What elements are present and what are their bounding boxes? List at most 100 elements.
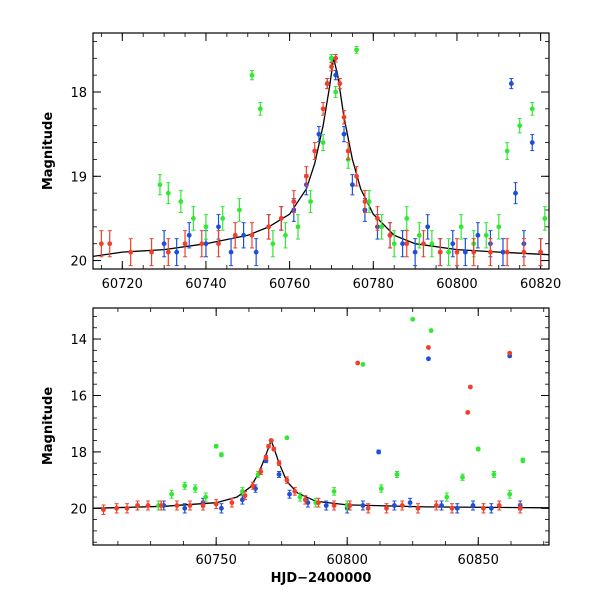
bottom-red-point: [263, 455, 269, 460]
top-blue-point: [462, 249, 468, 255]
top-green-point: [191, 216, 196, 221]
top-blue-point: [203, 241, 209, 247]
top-red-point: [337, 81, 343, 86]
bottom-blue-point: [439, 503, 444, 508]
bottom-red-point: [365, 505, 371, 511]
bottom-red-point: [266, 443, 271, 449]
top-green-point: [203, 224, 209, 230]
top-red-point: [471, 249, 477, 255]
top-blue-point: [500, 249, 506, 255]
top-red-point: [345, 148, 351, 154]
bottom-panel: 60750 60800 60850 14 16 18 20 Magnitude HJD−24…: [41, 307, 550, 586]
top-green-point: [496, 224, 502, 230]
bottom-red-point: [302, 497, 308, 503]
top-blue-point: [186, 232, 192, 238]
top-green-point: [157, 182, 163, 188]
top-red-point: [107, 241, 113, 247]
top-green-point: [504, 148, 510, 154]
top-plot-frame: [92, 32, 550, 270]
top-green-point: [295, 224, 301, 230]
bottom-green-point: [331, 488, 337, 494]
bottom-red-point: [415, 505, 421, 511]
bottom-x-axis-label: HJD−2400000: [271, 571, 372, 586]
top-blue-point: [253, 249, 259, 255]
bottom-blue-point: [376, 449, 382, 455]
bottom-blue-point: [407, 500, 413, 506]
top-red-point: [232, 232, 238, 238]
top-green-point: [517, 123, 523, 129]
top-red-point: [437, 249, 443, 255]
bottom-green-point: [475, 446, 481, 452]
top-red-point: [165, 249, 171, 255]
bottom-green-point: [491, 472, 497, 477]
bottom-blue-point: [454, 505, 460, 511]
top-blue-point: [333, 72, 339, 78]
bottom-red-point: [465, 409, 471, 415]
top-blue-point: [475, 232, 481, 238]
top-blue-point: [241, 232, 247, 238]
bottom-green-point: [219, 452, 224, 458]
top-red-point: [354, 173, 359, 179]
bottom-green-point: [428, 328, 434, 333]
bottom-red-point: [284, 477, 290, 483]
bottom-red-point: [200, 503, 206, 508]
bottom-blue-point: [488, 505, 494, 511]
top-y-tick-label: 19: [70, 170, 87, 185]
bottom-plot-area: [93, 316, 549, 515]
top-green-point: [329, 55, 334, 61]
bottom-green-point: [444, 494, 450, 500]
top-red-point: [98, 241, 104, 247]
bottom-red-point: [384, 505, 389, 511]
bottom-blue-point: [182, 505, 188, 511]
bottom-blue-point: [276, 472, 282, 477]
bottom-green-point: [394, 472, 400, 477]
top-model-curve: [93, 58, 549, 258]
top-blue-point: [349, 182, 355, 188]
bottom-red-point: [355, 360, 361, 366]
bottom-green-point: [410, 316, 416, 322]
top-green-point: [404, 216, 410, 221]
top-blue-point: [161, 241, 167, 247]
bottom-blue-point: [360, 503, 366, 508]
top-red-point: [303, 173, 309, 179]
bottom-red-point: [331, 503, 337, 508]
bottom-blue-point: [391, 503, 397, 508]
bottom-red-point: [276, 460, 282, 466]
top-green-point: [483, 232, 489, 238]
top-panel: 60720 60740 60760 60780 60800 60820 18 19 20 Mag…: [41, 32, 561, 292]
top-red-point: [291, 199, 297, 204]
bottom-red-point: [229, 500, 235, 506]
top-red-point: [504, 249, 510, 255]
top-green-point: [446, 249, 451, 255]
bottom-red-point: [481, 505, 486, 511]
top-green-point: [257, 106, 263, 112]
bottom-x-tick-label: 60750: [195, 553, 236, 568]
bottom-red-point: [507, 350, 513, 356]
bottom-red-point: [124, 505, 130, 511]
top-green-point: [283, 232, 288, 238]
bottom-red-point: [347, 503, 353, 508]
bottom-green-point: [239, 488, 245, 494]
top-red-point: [182, 241, 188, 247]
top-red-point: [128, 249, 134, 255]
top-x-tick-label: 60720: [102, 277, 143, 292]
top-green-point: [178, 199, 184, 204]
top-blue-point: [450, 241, 456, 247]
bottom-green-point: [460, 474, 465, 480]
bottom-red-point: [399, 503, 405, 508]
top-red-point: [454, 249, 460, 255]
bottom-red-point: [292, 488, 298, 494]
bottom-green-point: [213, 443, 219, 449]
top-red-point: [521, 249, 527, 255]
top-green-point: [416, 232, 422, 238]
bottom-red-point: [496, 503, 502, 508]
top-blue-point: [316, 131, 322, 137]
bottom-green-point: [169, 491, 175, 497]
top-blue-point: [513, 190, 518, 196]
top-blue-point: [341, 131, 347, 137]
top-plot-area: [93, 45, 549, 267]
bottom-y-tick-label: 18: [70, 446, 87, 461]
bottom-blue-point: [239, 497, 245, 503]
top-red-point: [488, 249, 493, 255]
